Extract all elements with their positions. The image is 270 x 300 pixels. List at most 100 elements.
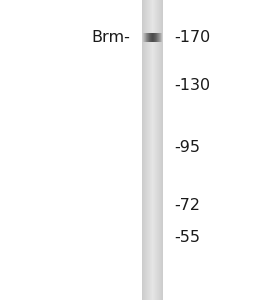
Bar xyxy=(155,33,156,42)
Bar xyxy=(144,0,145,300)
Bar xyxy=(147,0,148,300)
Bar xyxy=(146,0,147,300)
Bar xyxy=(160,0,161,300)
Bar xyxy=(155,0,156,300)
Bar xyxy=(148,33,149,42)
Bar xyxy=(146,0,147,300)
Bar xyxy=(161,0,162,300)
Bar xyxy=(156,33,157,42)
Bar xyxy=(143,0,144,300)
Bar xyxy=(156,0,157,300)
Bar xyxy=(150,33,151,42)
Bar xyxy=(146,0,147,300)
Bar xyxy=(161,33,162,42)
Bar xyxy=(145,0,146,300)
Bar xyxy=(153,0,154,300)
Bar xyxy=(152,0,153,300)
Bar xyxy=(153,0,154,300)
Bar xyxy=(159,33,160,42)
Bar xyxy=(159,0,160,300)
Bar xyxy=(152,33,153,42)
Bar xyxy=(160,33,161,42)
Bar xyxy=(156,0,157,300)
Bar xyxy=(150,0,151,300)
Bar xyxy=(156,0,157,300)
Text: -55: -55 xyxy=(174,230,200,244)
Bar xyxy=(160,0,161,300)
Bar xyxy=(159,0,160,300)
Bar xyxy=(162,0,163,300)
Bar xyxy=(158,0,159,300)
Text: -72: -72 xyxy=(174,198,200,213)
Bar xyxy=(150,0,151,300)
Bar xyxy=(157,33,158,42)
Bar xyxy=(150,0,151,300)
Bar xyxy=(152,33,153,42)
Bar xyxy=(161,33,162,42)
Text: -130: -130 xyxy=(174,78,210,93)
Bar xyxy=(157,0,158,300)
Bar xyxy=(157,0,158,300)
Bar xyxy=(154,0,155,300)
Bar xyxy=(148,33,149,42)
Bar xyxy=(158,0,159,300)
Bar xyxy=(144,33,145,42)
Bar xyxy=(150,0,151,300)
Bar xyxy=(151,0,152,300)
Bar xyxy=(162,0,163,300)
Bar xyxy=(154,33,155,42)
Bar xyxy=(158,33,159,42)
Bar xyxy=(152,0,153,300)
Bar xyxy=(149,0,150,300)
Bar xyxy=(151,0,152,300)
Bar xyxy=(153,33,154,42)
Bar xyxy=(149,33,150,42)
Bar xyxy=(145,33,146,42)
Bar xyxy=(161,0,162,300)
Bar xyxy=(152,0,153,300)
Bar xyxy=(158,33,159,42)
Bar xyxy=(143,0,144,300)
Bar xyxy=(147,33,148,42)
Bar xyxy=(158,0,159,300)
Bar xyxy=(154,0,155,300)
Bar xyxy=(160,0,161,300)
Bar xyxy=(147,0,148,300)
Bar xyxy=(151,0,152,300)
Bar xyxy=(152,33,153,42)
Bar xyxy=(151,33,152,42)
Bar xyxy=(151,33,152,42)
Bar xyxy=(149,33,150,42)
Bar xyxy=(148,0,149,300)
Bar xyxy=(154,0,155,300)
Bar xyxy=(153,33,154,42)
Bar xyxy=(153,0,154,300)
Bar xyxy=(154,0,155,300)
Bar xyxy=(145,0,146,300)
Bar xyxy=(150,33,151,42)
Bar xyxy=(156,33,157,42)
Bar xyxy=(159,0,160,300)
Bar xyxy=(144,0,145,300)
Bar xyxy=(143,0,144,300)
Bar xyxy=(160,0,161,300)
Bar xyxy=(146,33,147,42)
Text: Brm-: Brm- xyxy=(91,30,130,45)
Bar xyxy=(143,0,144,300)
Bar xyxy=(147,0,148,300)
Bar xyxy=(146,33,147,42)
Bar xyxy=(151,0,152,300)
Text: -95: -95 xyxy=(174,140,200,154)
Bar xyxy=(158,0,159,300)
Bar xyxy=(147,0,148,300)
Bar xyxy=(159,33,160,42)
Bar xyxy=(144,33,145,42)
Bar xyxy=(159,0,160,300)
Bar xyxy=(155,0,156,300)
Bar xyxy=(155,33,156,42)
Bar xyxy=(145,0,146,300)
Bar xyxy=(149,0,150,300)
Bar xyxy=(154,33,155,42)
Bar xyxy=(148,0,149,300)
Bar xyxy=(161,33,162,42)
